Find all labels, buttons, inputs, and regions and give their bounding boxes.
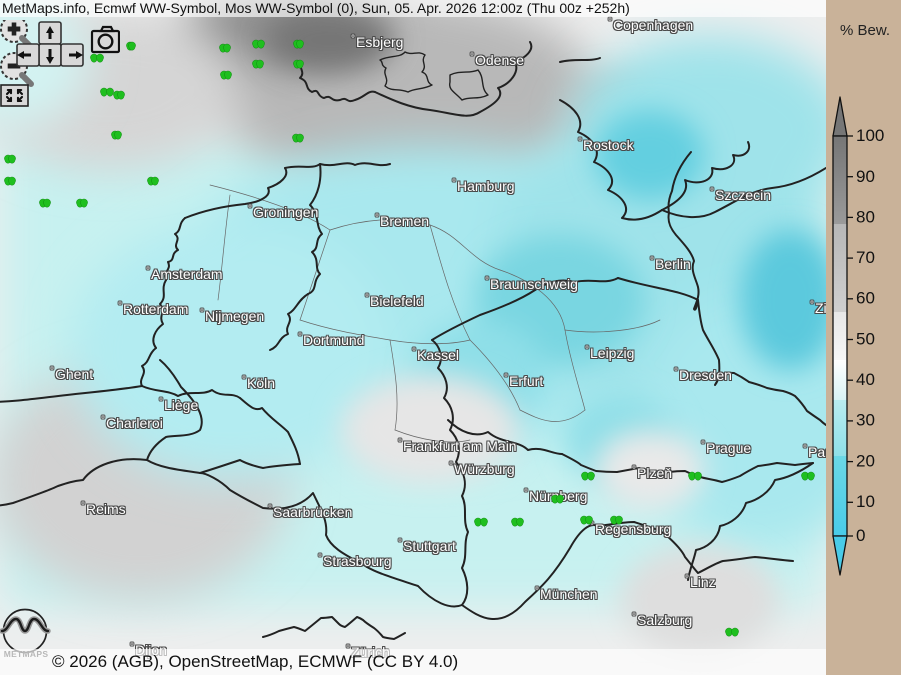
- svg-text:60: 60: [856, 289, 875, 308]
- svg-text:80: 80: [856, 208, 875, 227]
- svg-text:50: 50: [856, 330, 875, 349]
- svg-text:40: 40: [856, 370, 875, 389]
- svg-text:30: 30: [856, 411, 875, 430]
- svg-text:100: 100: [856, 126, 884, 145]
- svg-text:0: 0: [856, 526, 865, 545]
- svg-text:90: 90: [856, 167, 875, 186]
- svg-text:70: 70: [856, 248, 875, 267]
- svg-text:20: 20: [856, 452, 875, 471]
- svg-text:10: 10: [856, 492, 875, 511]
